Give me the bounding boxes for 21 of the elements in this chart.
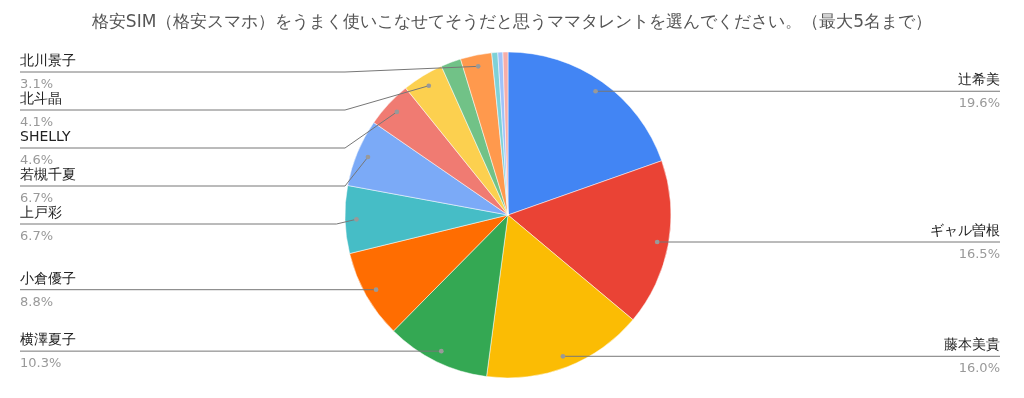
data-label: 19.6%	[958, 95, 1000, 111]
data-label: 16.0%	[958, 360, 1000, 376]
data-label: 6.7%	[20, 190, 54, 205]
data-label: 4.6%	[20, 152, 54, 167]
slice-label: 北川景子	[20, 52, 76, 68]
slice-label: 横澤夏子	[20, 331, 76, 348]
data-label: 10.3%	[20, 355, 62, 371]
slice-label: 藤本美貴	[944, 336, 1000, 353]
data-label: 16.5%	[958, 246, 1000, 261]
data-label: 3.1%	[20, 76, 54, 91]
data-label: 4.1%	[20, 114, 54, 129]
slice-label: 小倉優子	[20, 269, 76, 286]
slice-label: SHELLY	[20, 128, 71, 144]
chart-title: 格安SIM（格安スマホ）をうまく使いこなせてそうだと思うママタレントを選んでください。（最大5名まで）	[90, 11, 933, 31]
slice-label: ギャル曽根	[930, 222, 1000, 238]
slice-label: 辻希美	[958, 71, 1000, 88]
slice-label: 若槻千夏	[20, 166, 76, 182]
data-label: 6.7%	[20, 228, 54, 243]
slice-label: 北斗晶	[20, 90, 62, 106]
slice-label: 上戸彩	[20, 204, 62, 220]
data-label: 8.8%	[20, 293, 54, 309]
